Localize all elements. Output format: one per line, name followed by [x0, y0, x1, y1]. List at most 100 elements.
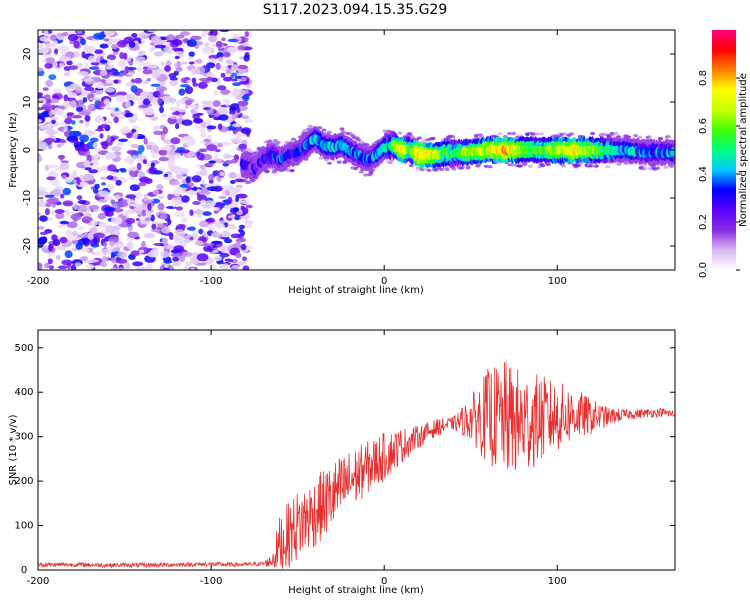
spectrogram-halo-cell	[430, 136, 436, 140]
spectrogram-noise-cell	[143, 232, 155, 239]
spectrogram-noise-cell	[198, 228, 204, 235]
snr-x-tick-label: -100	[200, 576, 223, 587]
spectrogram-noise-cell	[130, 85, 138, 93]
spectrogram-noise-cell	[99, 133, 104, 139]
spectrogram-noise-cell	[130, 250, 140, 257]
spectrogram-noise-cell	[218, 56, 224, 62]
spectrogram-noise-cell	[229, 188, 239, 196]
spectrogram-noise-cell	[215, 40, 223, 48]
spectrogram-noise-cell	[135, 218, 140, 221]
spectrogram-noise-cell	[107, 183, 114, 191]
spectrogram-noise-cell	[88, 55, 96, 63]
spectrogram-noise-cell	[115, 258, 128, 264]
spectrogram-noise-cell	[38, 226, 45, 230]
spectrogram-noise-cell	[159, 214, 168, 220]
spectrogram-noise-cell	[172, 256, 180, 262]
spectrogram-noise-cell	[207, 134, 213, 140]
spectrogram-noise-cell	[167, 218, 172, 226]
spectrogram-noise-cell	[161, 113, 168, 118]
spectrogram-noise-cell	[68, 130, 81, 138]
spectrogram-x-tick-label: -200	[27, 276, 50, 287]
spectrogram-noise-cell	[79, 120, 84, 124]
spectrogram-noise-cell	[116, 200, 129, 208]
snr-x-label: Height of straight line (km)	[288, 585, 424, 596]
spectrogram-noise-cell	[74, 262, 82, 267]
spectrogram-noise-cell	[161, 226, 171, 234]
spectrogram-noise-cell	[212, 100, 221, 107]
spectrogram-noise-cell	[77, 199, 87, 205]
spectrogram-noise-cell	[76, 106, 84, 112]
spectrogram-noise-cell	[228, 172, 237, 179]
spectrogram-noise-cell	[151, 150, 159, 159]
spectrogram-noise-cell	[132, 261, 144, 267]
spectrogram-noise-cell	[88, 219, 98, 227]
spectrogram-halo-cell	[534, 132, 540, 136]
spectrogram-noise-cell	[143, 193, 148, 202]
spectrogram-noise-cell	[232, 207, 240, 213]
spectrogram-noise-cell	[224, 238, 233, 244]
spectrogram-noise-cell	[184, 140, 196, 146]
spectrogram-noise-cell	[204, 218, 214, 223]
spectrogram-noise-cell	[235, 261, 247, 265]
spectrogram-noise-cell	[39, 36, 52, 42]
spectrogram-noise-cell	[192, 232, 199, 239]
spectrogram-noise-cell	[110, 145, 122, 152]
spectrogram-noise-cell	[97, 222, 103, 226]
spectrogram-noise-cell	[90, 242, 100, 248]
spectrogram-noise-cell	[100, 248, 112, 255]
spectrogram-noise-cell	[109, 240, 115, 247]
spectrogram-noise-cell	[220, 89, 231, 95]
spectrogram-noise-cell	[178, 113, 184, 118]
spectrogram-noise-cell	[138, 104, 150, 109]
spectrogram-noise-cell	[159, 250, 170, 258]
spectrogram-halo-cell	[476, 163, 482, 167]
spectrogram-halo-cell	[267, 139, 273, 143]
spectrogram-noise-cell	[39, 231, 48, 236]
spectrogram-noise-cell	[150, 214, 155, 222]
spectrogram-noise-cell	[225, 59, 235, 65]
spectrogram-halo-cell	[479, 135, 485, 139]
spectrogram-noise-cell	[89, 137, 99, 142]
spectrogram-noise-cell	[208, 160, 216, 164]
spectrogram-noise-cell	[182, 178, 187, 184]
spectrogram-x-label: Height of straight line (km)	[288, 285, 424, 296]
spectrogram-noise-cell	[118, 60, 127, 68]
spectrogram-noise-cell	[204, 183, 213, 187]
spectrogram-noise-cell	[227, 38, 239, 43]
spectrogram-noise-cell	[79, 134, 90, 143]
spectrogram-halo-cell	[540, 164, 546, 168]
spectrogram-noise-cell	[96, 81, 104, 90]
spectrogram-noise-cell	[115, 217, 123, 225]
spectrogram-noise-cell	[245, 204, 253, 209]
spectrogram-halo-cell	[275, 140, 281, 145]
spectrogram-noise-cell	[116, 94, 126, 103]
spectrogram-noise-cell	[112, 51, 119, 55]
spectrogram-noise-cell	[38, 67, 44, 72]
spectrogram-noise-cell	[161, 237, 169, 245]
spectrogram-noise-cell	[57, 109, 64, 117]
spectrogram-noise-cell	[202, 30, 207, 35]
spectrogram-noise-cell	[238, 143, 247, 150]
spectrogram-noise-cell	[64, 117, 73, 125]
spectrogram-noise-cell	[59, 62, 65, 68]
spectrogram-noise-cell	[165, 60, 172, 67]
spectrogram-noise-cell	[228, 224, 237, 230]
spectrogram-noise-cell	[97, 212, 107, 220]
spectrogram-noise-cell	[203, 42, 210, 48]
spectrogram-noise-cell	[244, 119, 254, 123]
spectrogram-noise-cell	[162, 126, 168, 135]
spectrogram-halo-cell	[569, 132, 575, 136]
spectrogram-noise-cell	[65, 229, 73, 236]
spectrogram-noise-cell	[149, 166, 155, 172]
spectrogram-noise-cell	[88, 169, 98, 174]
spectrogram-noise-cell	[142, 69, 153, 75]
spectrogram-noise-cell	[43, 30, 49, 37]
spectrogram-noise-cell	[186, 226, 196, 231]
spectrogram-x-axis: -200 -100 0 100	[27, 30, 567, 287]
spectrogram-noise-cell	[55, 212, 65, 220]
spectrogram-noise-cell	[62, 200, 74, 207]
spectrogram-noise-cell	[45, 44, 50, 53]
spectrogram-noise-cell	[101, 142, 109, 150]
spectrogram-noise-cell	[55, 245, 67, 251]
spectrogram-noise-cell	[183, 265, 189, 270]
